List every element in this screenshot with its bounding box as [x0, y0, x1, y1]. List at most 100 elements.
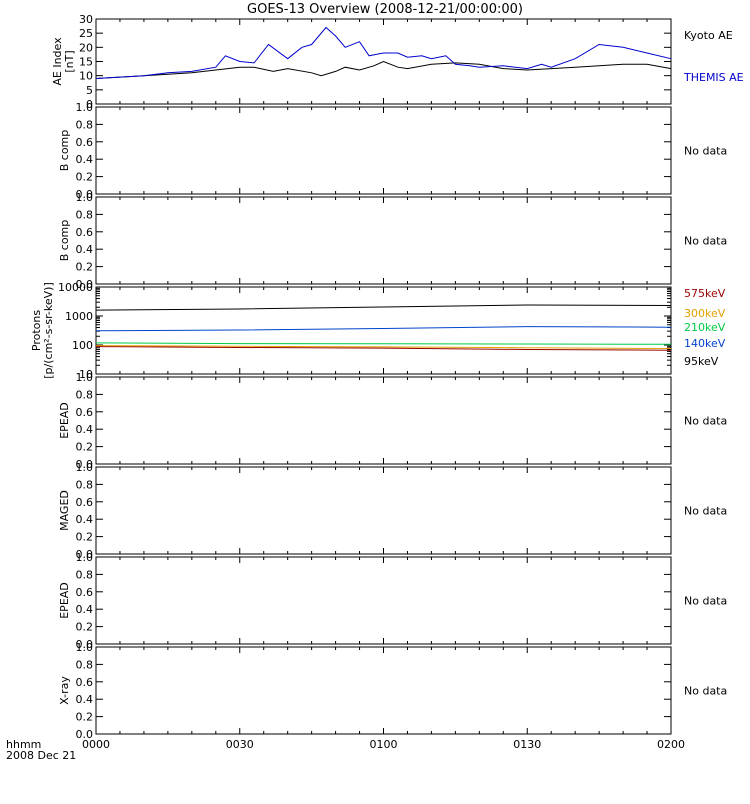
- panel-4: 10 100 1000 10000 Protons [p/(cm²-s-sr-keV)] 5…: [30, 281, 726, 381]
- y-tick-label: 0.2: [76, 621, 94, 634]
- y-tick-label: 0.6: [76, 496, 94, 509]
- y-axis-label: MAGED: [58, 490, 71, 531]
- no-data-annotation: No data: [684, 145, 727, 158]
- y-tick-label: 0.6: [76, 406, 94, 419]
- y-tick-label: 1.0: [76, 101, 94, 114]
- y-tick-label: 30: [79, 13, 93, 26]
- no-data-annotation: No data: [684, 595, 727, 608]
- y-tick-label: 0.8: [76, 478, 94, 491]
- y-tick-label: 10: [79, 70, 93, 83]
- y-tick-label: 0.4: [76, 603, 94, 616]
- panel-8: 0.0 0.2 0.4 0.6 0.8 1.0 X-ray No data: [58, 641, 727, 741]
- x-tick-label: 0000: [82, 738, 110, 751]
- y-tick-label: 0.4: [76, 693, 94, 706]
- y-tick-label: 0.0: [76, 728, 94, 741]
- no-data-annotation: No data: [684, 235, 727, 248]
- panel-5: 0.0 0.2 0.4 0.6 0.8 1.0 EPEAD No data: [58, 371, 727, 471]
- panel-frame: [95, 106, 672, 195]
- legend-label: Kyoto AE: [684, 29, 733, 42]
- y-tick-label: 0.4: [76, 423, 94, 436]
- y-tick-label: 0.4: [76, 153, 94, 166]
- x-corner-label-hhmm: hhmm: [6, 738, 41, 751]
- y-tick-label: 1.0: [76, 371, 94, 384]
- y-tick-label: 0.0: [76, 278, 94, 291]
- series-line-kyoto-ae: [95, 60, 672, 79]
- y-tick-label: 0.8: [76, 658, 94, 671]
- y-tick-label: 0.4: [76, 243, 94, 256]
- y-axis-label-line2: [p/(cm²-s-sr-keV)]: [42, 282, 55, 379]
- panel-frame: [95, 196, 672, 285]
- figure-title: GOES-13 Overview (2008-12-21/00:00:00): [247, 2, 523, 17]
- panel-3: 0.0 0.2 0.4 0.6 0.8 1.0 B comp No data: [58, 191, 727, 291]
- x-axis: 0000 0030 0100 0130 0200: [82, 738, 685, 751]
- y-tick-label: 0.6: [76, 226, 94, 239]
- no-data-annotation: No data: [684, 505, 727, 518]
- series-line-themis-ae: [95, 26, 672, 79]
- y-axis-label-line2: [nT]: [63, 50, 76, 72]
- y-axis-label: EPEAD: [58, 402, 71, 439]
- y-tick-label: 0.6: [76, 136, 94, 149]
- y-tick-label: 0.2: [76, 711, 94, 724]
- x-tick-label: 0200: [657, 738, 685, 751]
- panel-frame: [95, 556, 672, 645]
- y-tick-label: 10000: [58, 281, 93, 294]
- y-tick-label: 0.0: [76, 548, 94, 561]
- y-tick-label: 0.6: [76, 676, 94, 689]
- y-tick-label: 0.0: [76, 458, 94, 471]
- y-tick-label: 0.0: [76, 188, 94, 201]
- y-axis-label: EPEAD: [58, 582, 71, 619]
- no-data-annotation: No data: [684, 415, 727, 428]
- x-tick-label: 0130: [513, 738, 541, 751]
- y-tick-label: 0: [86, 98, 93, 111]
- y-tick-label: 5: [86, 84, 93, 97]
- y-tick-label: 0.2: [76, 531, 94, 544]
- x-tick-label: 0100: [370, 738, 398, 751]
- series-line-575kev: [95, 346, 672, 351]
- series-line-140kev: [95, 326, 672, 332]
- legend-label: 575keV: [684, 287, 726, 300]
- legend-label: 210keV: [684, 321, 726, 334]
- y-tick-label: 0.4: [76, 513, 94, 526]
- y-axis-label: B comp: [58, 220, 71, 262]
- y-tick-label: 100: [72, 339, 93, 352]
- panel-frame: [95, 466, 672, 555]
- panel-frame: [95, 376, 672, 465]
- x-tick-label: 0030: [226, 738, 254, 751]
- y-tick-label: 25: [79, 27, 93, 40]
- y-tick-label: 0.8: [76, 388, 94, 401]
- y-tick-label: 0.0: [76, 638, 94, 651]
- panel-6: 0.0 0.2 0.4 0.6 0.8 1.0 MAGED No data: [58, 461, 727, 561]
- y-tick-label: 0.2: [76, 261, 94, 274]
- y-axis-label: B comp: [58, 130, 71, 172]
- y-tick-label: 10: [79, 368, 93, 381]
- y-tick-label: 0.8: [76, 568, 94, 581]
- x-corner-label-date: 2008 Dec 21: [6, 749, 76, 762]
- legend-label: 95keV: [684, 355, 719, 368]
- y-tick-label: 0.8: [76, 118, 94, 131]
- y-tick-label: 1.0: [76, 551, 94, 564]
- series-line-95kev: [95, 304, 672, 311]
- y-axis-label-line1: AE Index: [51, 37, 64, 86]
- series-line-300kev: [95, 345, 672, 349]
- y-axis-label-line1: Protons: [30, 310, 43, 351]
- y-tick-label: 1.0: [76, 191, 94, 204]
- y-tick-label: 1000: [65, 310, 93, 323]
- y-tick-label: 0.8: [76, 208, 94, 221]
- legend-label: THEMIS AE: [683, 71, 744, 84]
- y-tick-label: 1.0: [76, 461, 94, 474]
- legend-label: 300keV: [684, 307, 726, 320]
- y-tick-label: 0.2: [76, 441, 94, 454]
- y-tick-label: 20: [79, 41, 93, 54]
- legend-label: 140keV: [684, 337, 726, 350]
- panel-2: 0.0 0.2 0.4 0.6 0.8 1.0 B comp No data: [58, 101, 727, 201]
- y-axis-label: X-ray: [58, 676, 71, 705]
- panel-frame: [95, 646, 672, 735]
- series-line-210kev: [95, 342, 672, 345]
- no-data-annotation: No data: [684, 685, 727, 698]
- y-tick-label: 1.0: [76, 641, 94, 654]
- panel-7: 0.0 0.2 0.4 0.6 0.8 1.0 EPEAD No data: [58, 551, 727, 651]
